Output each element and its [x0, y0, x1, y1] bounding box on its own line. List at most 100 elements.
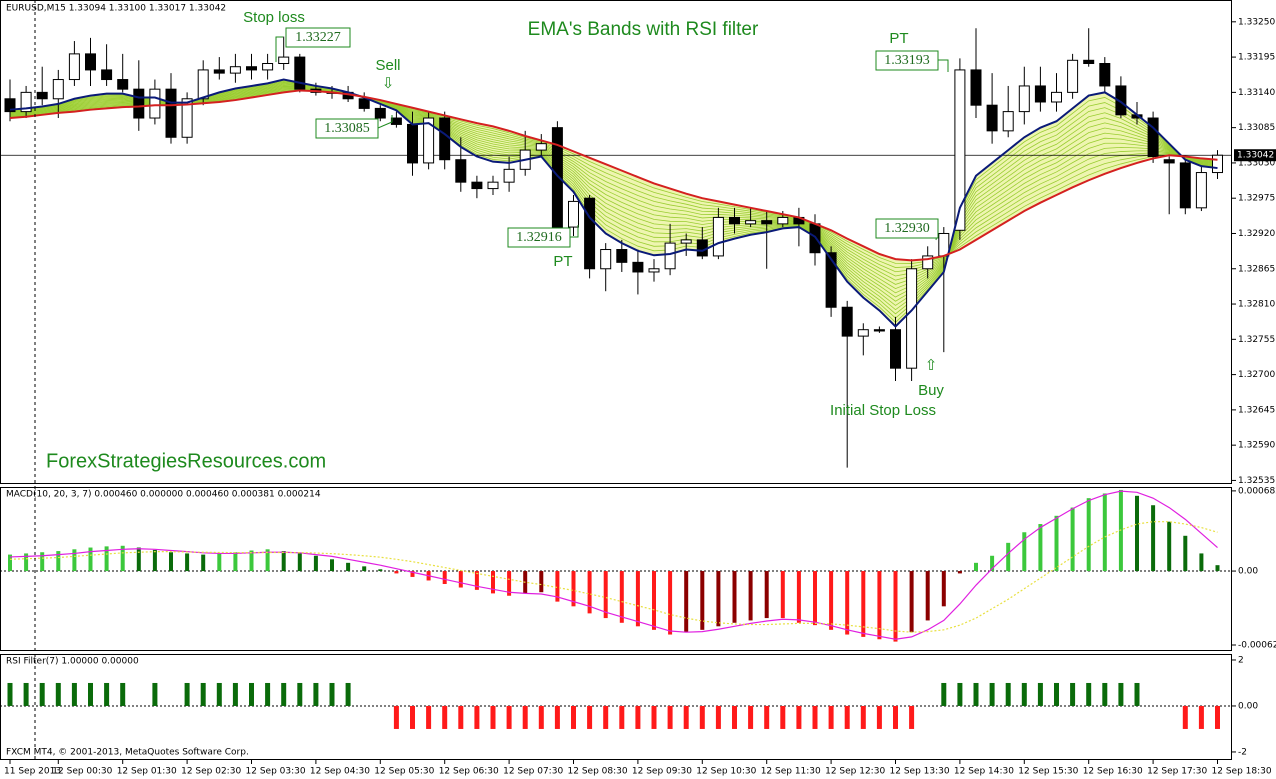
x-tick-label: 12 Sep 07:30 — [503, 767, 563, 777]
histogram-bar — [700, 571, 705, 630]
y-tick-label: -2 — [1238, 747, 1247, 757]
annotations: Stop loss 1.33227 Sell ⇩ 1.33085 1.32916… — [6, 4, 949, 758]
annotation: 1.32930 — [884, 221, 930, 236]
candle-body — [487, 181, 499, 190]
candle-body — [117, 79, 129, 90]
x-tick-label: 12 Sep 06:30 — [439, 767, 499, 777]
annotation: 1.33193 — [884, 53, 930, 68]
y-tick-label: -0.000629 — [1238, 641, 1276, 651]
candle-body — [20, 91, 32, 113]
histogram-bar — [152, 682, 158, 706]
candle-body — [696, 239, 708, 257]
candle-body — [841, 306, 853, 337]
panel-frame — [0, 487, 1232, 651]
histogram-bar — [40, 552, 45, 572]
candle-body — [938, 232, 950, 257]
x-tick-label: 12 Sep 13:30 — [890, 767, 950, 777]
indicator-line — [9, 521, 1218, 633]
candle-body — [873, 329, 885, 332]
y-tick-label: 1.33250 — [1238, 17, 1275, 27]
candle-body — [52, 79, 64, 100]
histogram-bar — [1006, 542, 1011, 572]
annotation: Buy — [918, 382, 944, 399]
histogram-bar — [426, 705, 432, 729]
candle-body — [1034, 85, 1046, 103]
candle-body — [1083, 59, 1095, 65]
histogram-bar — [683, 705, 689, 729]
candle-body — [133, 88, 145, 119]
histogram-bar — [410, 571, 415, 577]
histogram-bar — [1037, 682, 1043, 706]
histogram-bar — [1038, 524, 1043, 572]
candle-body — [423, 117, 435, 164]
candle-body — [213, 69, 225, 74]
histogram-bar — [1134, 682, 1140, 706]
candle-body — [648, 268, 660, 273]
band-line — [9, 85, 1218, 294]
x-tick-label: 12 Sep 10:30 — [696, 767, 756, 777]
histogram-bar — [780, 571, 785, 619]
histogram-bar — [362, 566, 367, 572]
histogram-bar — [442, 571, 447, 584]
candle-body — [535, 143, 547, 151]
histogram-bar — [652, 571, 656, 630]
y-tick-label: 0.00 — [1238, 567, 1258, 577]
histogram-bar — [732, 571, 737, 623]
histogram-bar — [828, 705, 834, 729]
histogram-bar — [845, 571, 850, 635]
candle-body — [101, 69, 113, 81]
y-tick-label: 1.33030 — [1238, 158, 1275, 168]
band-line — [9, 82, 1218, 311]
candle-body — [1115, 85, 1127, 116]
panel-frame — [0, 0, 1232, 484]
histogram-bar — [860, 705, 866, 729]
band-line — [9, 86, 1218, 290]
x-tick-label: 12 Sep 12:30 — [825, 767, 885, 777]
histogram-bar — [1198, 705, 1204, 729]
histogram-bar — [88, 547, 93, 572]
candle-body — [374, 107, 386, 119]
histogram-bar — [233, 552, 238, 572]
histogram-bar — [104, 546, 109, 572]
histogram-bar — [71, 682, 77, 706]
x-tick-label: 12 Sep 05:30 — [374, 767, 434, 777]
histogram-bar — [249, 682, 254, 706]
candle-body — [551, 127, 563, 228]
histogram-bar — [1215, 705, 1220, 729]
histogram-bar — [1021, 682, 1027, 706]
band-layer — [9, 79, 1218, 327]
histogram-bar — [957, 682, 963, 706]
candle-body — [729, 216, 740, 225]
histogram-bar — [297, 553, 302, 572]
histogram-bar — [458, 571, 463, 588]
footer: FXCM MT4, © 2001-2013, MetaQuotes Softwa… — [6, 748, 249, 758]
band-line — [9, 83, 1218, 302]
histogram-bar — [957, 571, 962, 574]
histogram-bar — [1183, 535, 1188, 572]
annotation: 1.32916 — [516, 230, 562, 245]
histogram-bar — [1086, 498, 1091, 572]
panel-frames — [0, 0, 1232, 760]
histogram-bar — [217, 553, 222, 572]
histogram-bar — [716, 571, 721, 627]
candle-body — [262, 63, 274, 71]
candle-body — [825, 252, 837, 308]
candle-body — [68, 53, 80, 81]
histogram-bar — [1102, 682, 1108, 706]
candle-body — [777, 216, 789, 225]
y-tick-label: 1.32645 — [1238, 405, 1275, 415]
candle-body — [390, 117, 402, 125]
candle-body — [761, 220, 773, 225]
candle-body — [1067, 59, 1079, 93]
candle-body — [954, 69, 966, 231]
candle-body — [986, 104, 998, 132]
candle-body — [294, 56, 306, 90]
histogram-bar — [474, 571, 479, 590]
y-tick-label: 1.32920 — [1238, 229, 1275, 239]
histogram-bar — [668, 571, 673, 635]
x-tick-label: 12 Sep 11:30 — [761, 767, 821, 777]
band-line — [9, 87, 1218, 285]
histogram-bar — [88, 682, 93, 706]
y-tick-label: 1.32755 — [1238, 335, 1275, 345]
x-tick-label: 12 Sep 18:30 — [1212, 767, 1272, 777]
